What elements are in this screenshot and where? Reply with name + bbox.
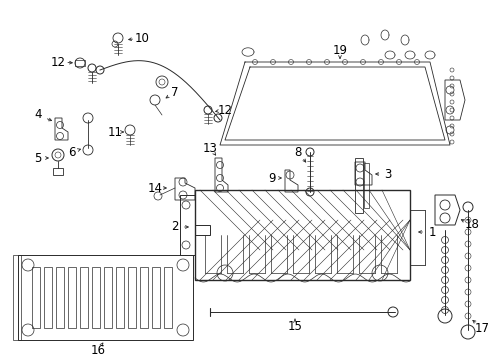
- Text: 8: 8: [294, 145, 302, 158]
- Bar: [104, 267, 112, 328]
- Text: 9: 9: [268, 171, 276, 184]
- Text: 17: 17: [474, 321, 490, 334]
- Bar: [195, 190, 410, 280]
- Bar: [116, 267, 124, 328]
- Bar: [18, 255, 193, 340]
- Bar: [355, 158, 363, 213]
- Bar: [80, 267, 88, 328]
- Bar: [92, 267, 100, 328]
- Text: 18: 18: [465, 219, 479, 231]
- Text: 3: 3: [384, 167, 392, 180]
- Bar: [164, 267, 172, 328]
- Text: 16: 16: [91, 343, 105, 356]
- Text: 5: 5: [34, 152, 42, 165]
- Bar: [53, 168, 63, 175]
- Bar: [364, 163, 369, 208]
- Text: 19: 19: [333, 44, 347, 57]
- Bar: [68, 267, 76, 328]
- Bar: [44, 267, 52, 328]
- Text: 12: 12: [50, 55, 66, 68]
- Text: 12: 12: [218, 104, 232, 117]
- Text: 4: 4: [34, 108, 42, 122]
- Text: 11: 11: [107, 126, 122, 139]
- Text: 2: 2: [171, 220, 179, 234]
- Bar: [13, 255, 21, 340]
- Bar: [140, 267, 148, 328]
- Bar: [75, 60, 85, 66]
- Bar: [56, 267, 64, 328]
- Bar: [152, 267, 160, 328]
- Text: 1: 1: [428, 225, 436, 238]
- Text: 15: 15: [288, 320, 302, 333]
- Text: 13: 13: [202, 141, 218, 154]
- Bar: [32, 267, 40, 328]
- Bar: [128, 267, 136, 328]
- Text: 14: 14: [147, 181, 163, 194]
- Text: 7: 7: [171, 85, 179, 99]
- Text: 10: 10: [135, 31, 149, 45]
- Text: 6: 6: [68, 145, 76, 158]
